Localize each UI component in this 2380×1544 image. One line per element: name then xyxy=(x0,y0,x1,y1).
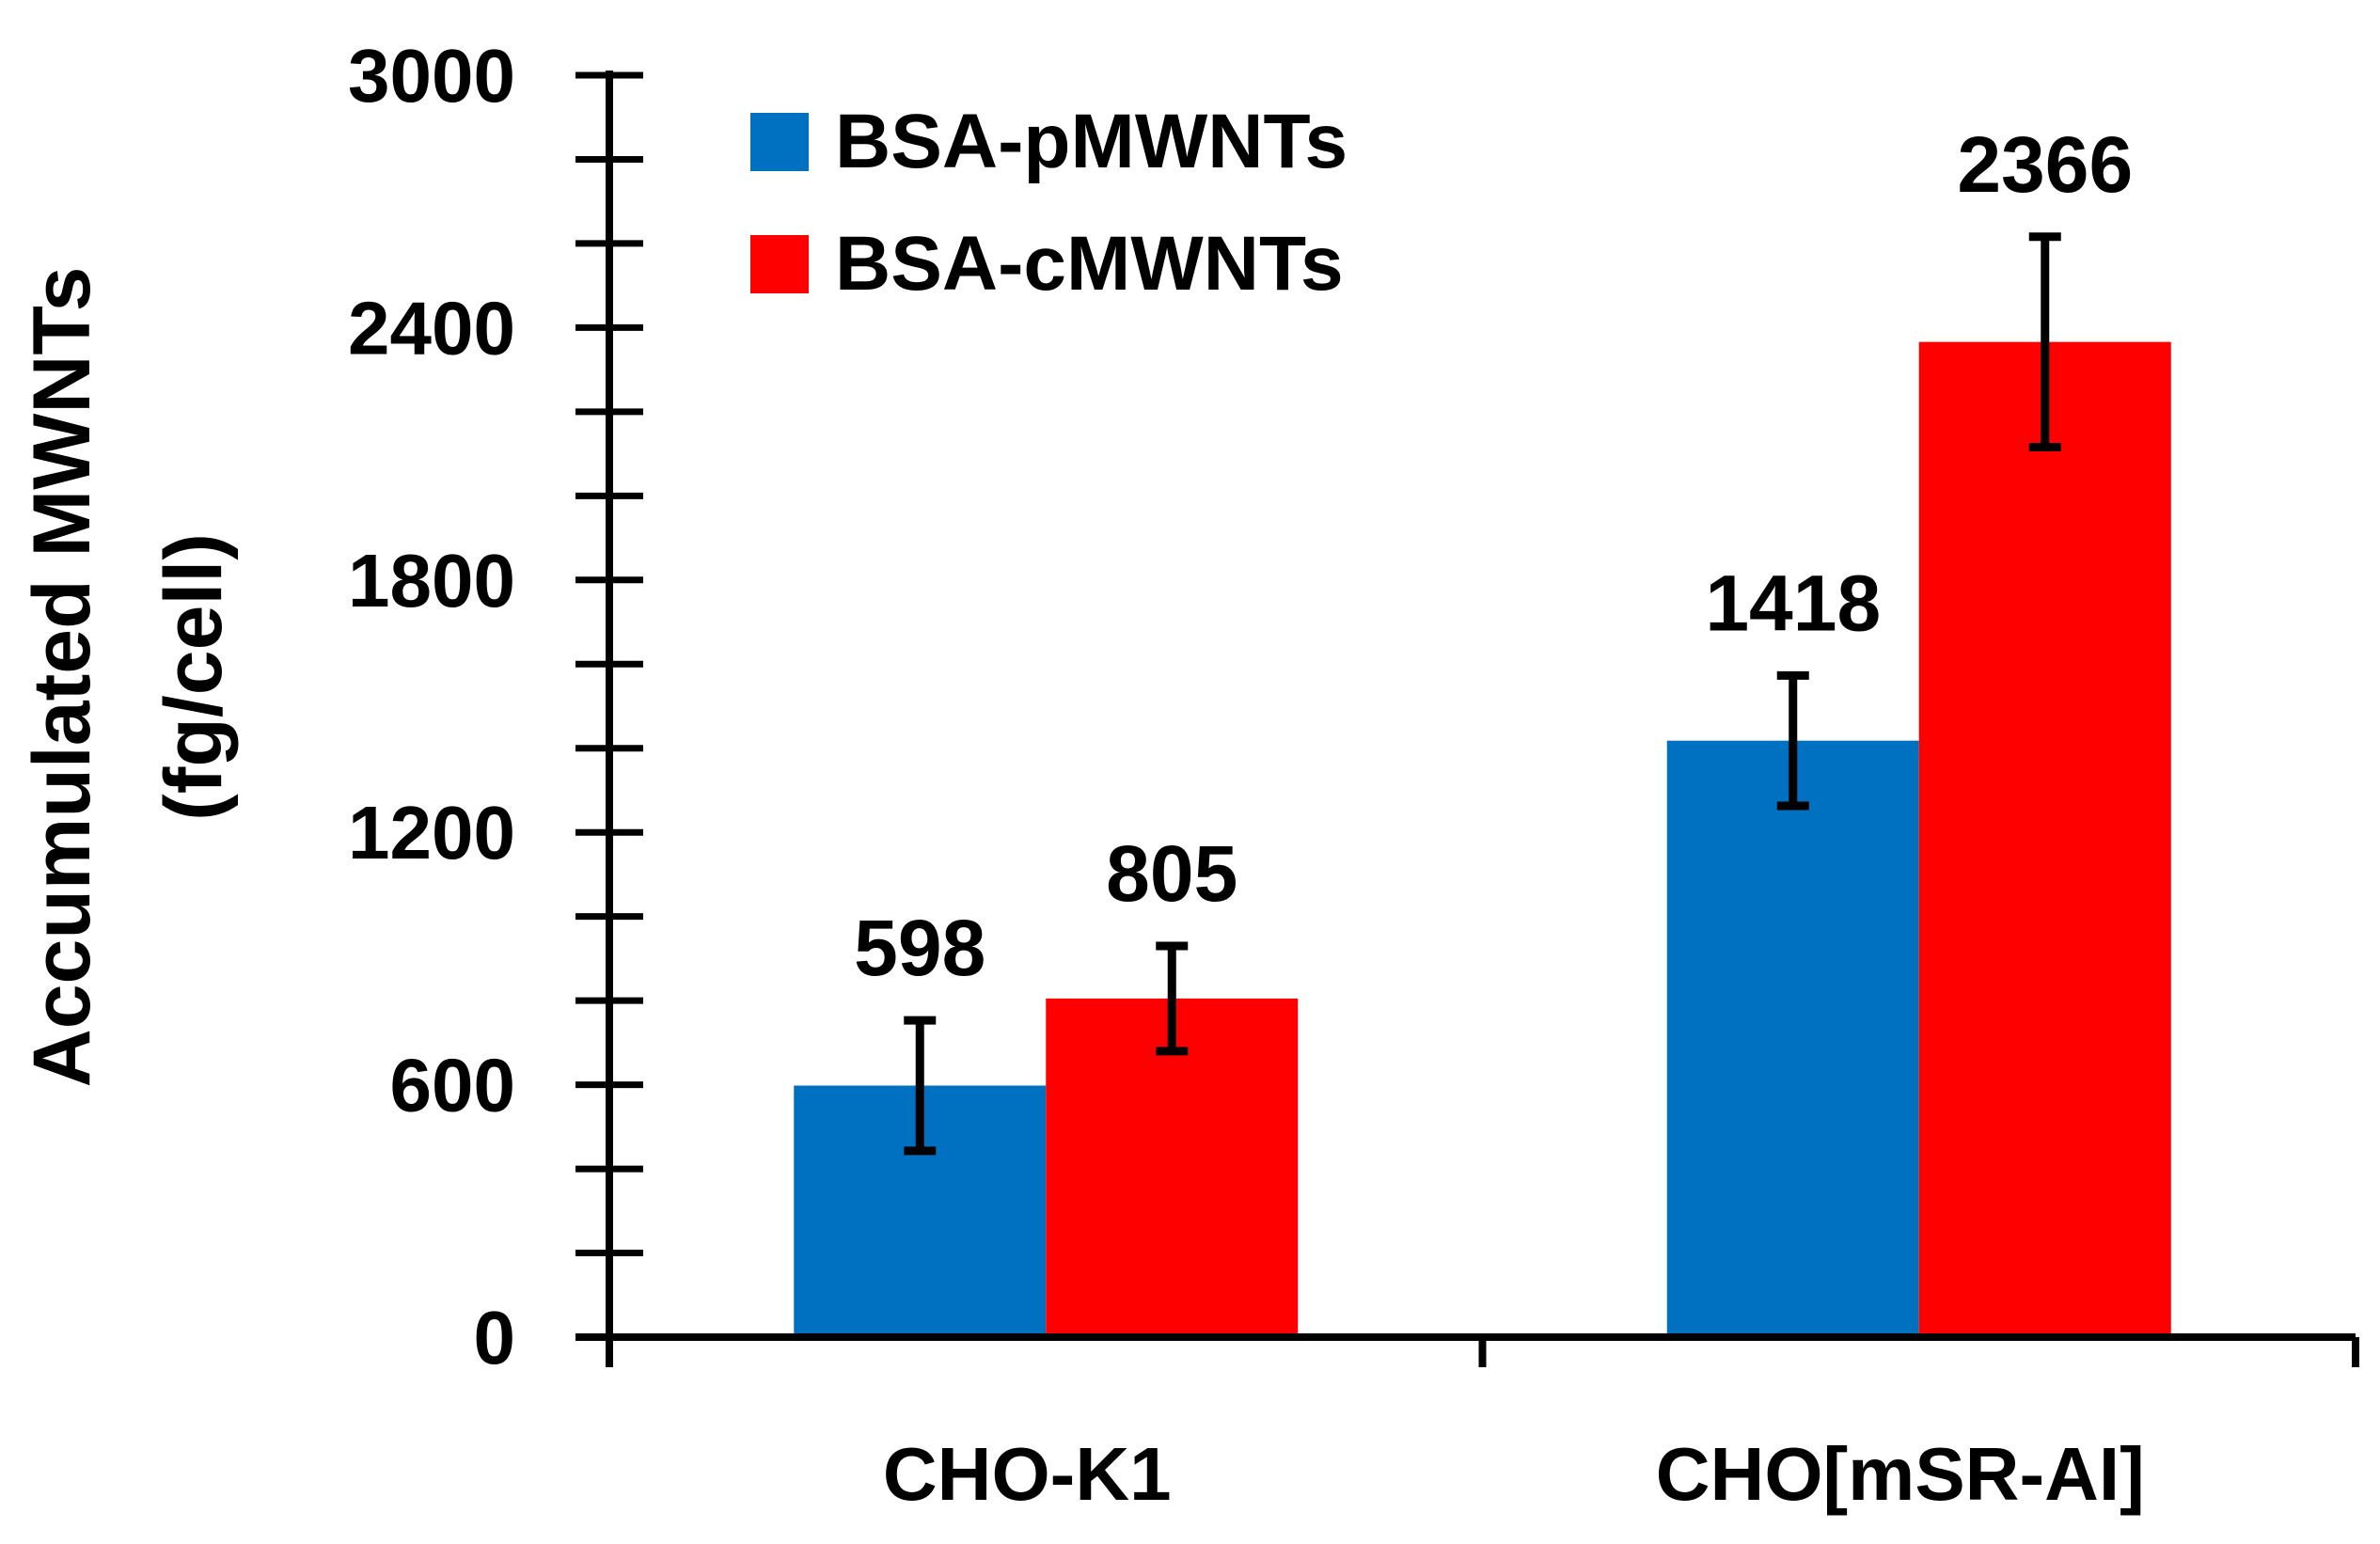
y-tick-label-3000: 3000 xyxy=(348,34,515,118)
bar-bsa-pmwnts-2 xyxy=(1666,740,1919,1337)
data-labels: 598 1418 805 2366 xyxy=(854,120,2133,992)
category-label-2: CHO[mSR-AI] xyxy=(1656,1432,2145,1516)
y-axis-title-line2: (fg/cell) xyxy=(149,533,239,821)
y-tick-label-600: 600 xyxy=(390,1044,515,1127)
y-axis-title-line1: Accumulated MWNTs xyxy=(17,267,107,1088)
bar-bsa-cmwnts-2 xyxy=(1918,341,2171,1337)
data-label-bsa-pmwnts-1: 598 xyxy=(854,904,985,992)
y-tick-label-1800: 1800 xyxy=(348,539,515,622)
data-label-bsa-cmwnts-2: 2366 xyxy=(1957,120,2133,209)
bars-group xyxy=(794,341,2171,1337)
y-tick-labels: 0 600 1200 1800 2400 3000 xyxy=(348,34,515,1379)
y-tick-label-2400: 2400 xyxy=(348,286,515,370)
data-label-bsa-cmwnts-1: 805 xyxy=(1106,829,1237,918)
category-label-1: CHO-K1 xyxy=(883,1432,1172,1516)
legend: BSA-pMWNTs BSA-cMWNTs xyxy=(750,99,1348,307)
y-tick-label-0: 0 xyxy=(474,1296,516,1379)
axes-group xyxy=(575,71,2359,1367)
data-label-bsa-pmwnts-2: 1418 xyxy=(1705,559,1881,647)
legend-label-bsa-cmwnts: BSA-cMWNTs xyxy=(835,221,1344,307)
y-axis-title: Accumulated MWNTs (fg/cell) xyxy=(17,267,239,1088)
y-tick-label-1200: 1200 xyxy=(348,791,515,874)
error-bars-group xyxy=(904,232,2061,1156)
legend-swatch-bsa-cmwnts xyxy=(750,235,809,293)
x-category-labels: CHO-K1 CHO[mSR-AI] xyxy=(883,1432,2145,1516)
legend-swatch-bsa-pmwnts xyxy=(750,113,809,171)
legend-label-bsa-pmwnts: BSA-pMWNTs xyxy=(835,99,1348,184)
